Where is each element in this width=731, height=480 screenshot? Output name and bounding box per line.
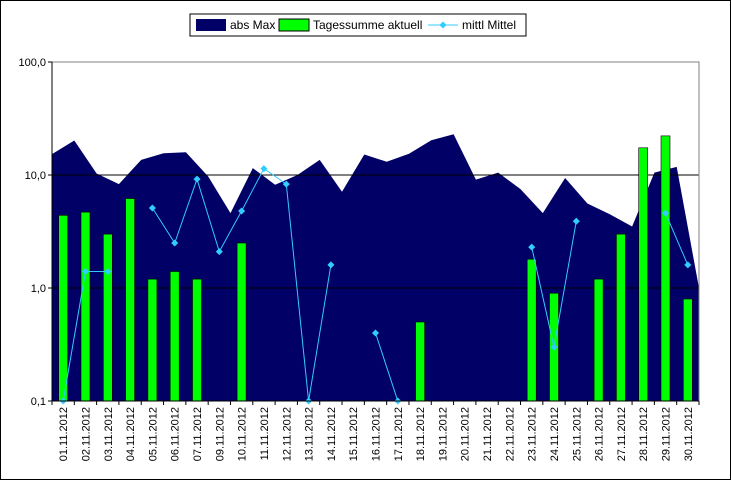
- marker-mittel-30.11.2012: [684, 261, 692, 269]
- x-tick-label-17.11.2012: 17.11.2012: [393, 407, 405, 461]
- marker-mittel-07.11.2012: [193, 175, 201, 183]
- legend-box: [189, 13, 527, 37]
- bar-29.11.2012: [660, 135, 671, 402]
- marker-mittel-12.11.2012: [282, 180, 290, 188]
- x-tick-label-29.11.2012: 29.11.2012: [661, 407, 673, 461]
- bar-07.11.2012: [192, 278, 202, 402]
- marker-mittel-03.11.2012: [104, 267, 112, 276]
- legend-swatch-tagessumme: [278, 18, 310, 32]
- marker-mittel-09.11.2012: [215, 248, 223, 256]
- x-tick-label-06.11.2012: 06.11.2012: [170, 407, 182, 461]
- legend-label-mittel: mittl Mittel: [462, 18, 516, 32]
- marker-mittel-14.11.2012: [327, 261, 335, 269]
- legend-label-abs-max: abs Max: [230, 18, 275, 32]
- x-tick-label-24.11.2012: 24.11.2012: [549, 407, 561, 461]
- x-tick-label-11.11.2012: 11.11.2012: [259, 407, 271, 460]
- marker-mittel-24.11.2012: [550, 343, 558, 351]
- x-tick-label-19.11.2012: 19.11.2012: [437, 407, 449, 461]
- x-tick-label-26.11.2012: 26.11.2012: [594, 407, 606, 461]
- bar-30.11.2012: [682, 298, 693, 402]
- marker-mittel-11.11.2012: [260, 165, 268, 173]
- marker-mittel-05.11.2012: [148, 204, 156, 212]
- x-tick-label-01.11.2012: 01.11.2012: [58, 407, 70, 461]
- y-tick-label-2: 10,0: [25, 170, 46, 182]
- x-tick-label-09.11.2012: 09.11.2012: [214, 407, 226, 461]
- bar-01.11.2012: [58, 215, 69, 402]
- marker-mittel-10.11.2012: [238, 207, 246, 215]
- x-tick-label-15.11.2012: 15.11.2012: [348, 407, 360, 461]
- y-tick-label-0: 0,1: [31, 396, 46, 408]
- x-tick-label-14.11.2012: 14.11.2012: [326, 407, 338, 461]
- plot-area: 0,1 1,0 10,0 100,0 01.11.2012 02.11.2012 03.11…: [18, 57, 700, 461]
- x-tick-label-21.11.2012: 21.11.2012: [482, 407, 494, 461]
- bar-05.11.2012: [147, 278, 158, 402]
- bar-06.11.2012: [169, 271, 180, 402]
- y-tick-label-1: 1,0: [31, 283, 46, 295]
- legend: abs Max Tagessumme aktuell mittl Mittel: [189, 13, 527, 37]
- x-tick-label-16.11.2012: 16.11.2012: [371, 407, 383, 461]
- x-tick-label-04.11.2012: 04.11.2012: [125, 407, 137, 461]
- x-tick-label-18.11.2012: 18.11.2012: [415, 407, 427, 461]
- x-tick-label-10.11.2012: 10.11.2012: [237, 407, 249, 461]
- bar-23.11.2012: [526, 258, 537, 402]
- legend-label-tagessumme: Tagessumme aktuell: [313, 18, 422, 32]
- x-tick-label-02.11.2012: 02.11.2012: [81, 407, 93, 461]
- legend-swatch-marker-mittel: [439, 21, 447, 29]
- bar-02.11.2012: [80, 211, 91, 402]
- line-segment-mittel-4: [665, 212, 689, 266]
- bar-27.11.2012: [616, 233, 626, 402]
- legend-swatch-abs-max: [196, 19, 226, 31]
- x-tick-label-20.11.2012: 20.11.2012: [460, 407, 472, 461]
- x-tick-label-25.11.2012: 25.11.2012: [571, 407, 583, 461]
- x-tick-label-12.11.2012: 12.11.2012: [281, 407, 293, 461]
- marker-mittel-29.11.2012: [661, 209, 670, 217]
- x-tick-label-22.11.2012: 22.11.2012: [504, 407, 516, 461]
- bar-04.11.2012: [125, 198, 135, 402]
- x-tick-label-23.11.2012: 23.11.2012: [527, 407, 539, 461]
- marker-mittel-25.11.2012: [572, 217, 580, 225]
- bar-03.11.2012: [103, 233, 113, 402]
- x-tick-label-05.11.2012: 05.11.2012: [147, 407, 159, 461]
- x-tick-label-30.11.2012: 30.11.2012: [683, 407, 695, 461]
- area-series-abs-max: [52, 134, 699, 402]
- x-tick-label-28.11.2012: 28.11.2012: [638, 407, 650, 461]
- x-tick-label-03.11.2012: 03.11.2012: [103, 407, 115, 461]
- x-tick-label-27.11.2012: 27.11.2012: [616, 407, 628, 461]
- marker-mittel-02.11.2012: [81, 267, 90, 276]
- line-segment-mittel-2: [375, 332, 399, 402]
- bar-18.11.2012: [415, 321, 425, 402]
- x-tick-label-13.11.2012: 13.11.2012: [304, 407, 316, 461]
- bar-26.11.2012: [593, 278, 604, 402]
- marker-mittel-23.11.2012: [528, 243, 536, 251]
- y-tick-label-3: 100,0: [18, 57, 46, 69]
- bar-10.11.2012: [236, 242, 247, 402]
- marker-mittel-06.11.2012: [171, 239, 179, 247]
- bar-28.11.2012: [638, 147, 649, 402]
- x-tick-label-07.11.2012: 07.11.2012: [192, 407, 204, 461]
- marker-mittel-16.11.2012: [371, 329, 380, 337]
